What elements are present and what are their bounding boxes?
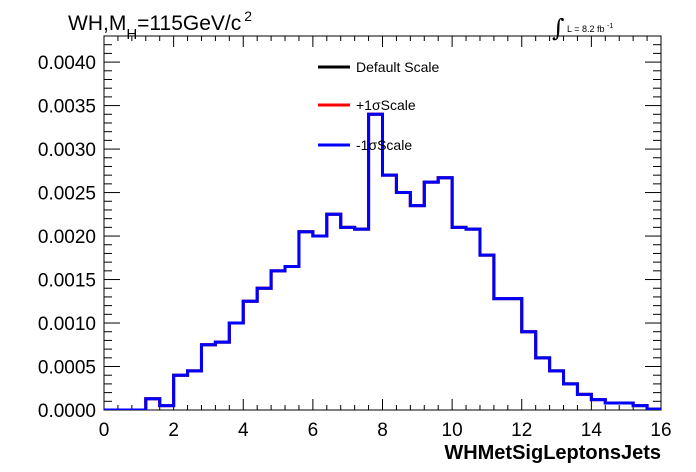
x-tick-label: 0	[99, 420, 110, 441]
luminosity-unit-superscript: -1	[607, 23, 614, 30]
plot-title: WH,MH=115GeV/c 2	[68, 8, 252, 43]
y-tick-label: 0.0000	[38, 401, 96, 422]
x-tick-label: 16	[650, 420, 671, 441]
title-subscript: H	[126, 26, 138, 43]
legend-label: +1σScale	[356, 97, 416, 113]
y-tick-label: 0.0020	[38, 227, 96, 248]
legend-label: Default Scale	[356, 59, 439, 75]
y-tick-label: 0.0025	[38, 184, 96, 205]
y-tick-label: 0.0030	[38, 140, 96, 161]
y-tick-label: 0.0035	[38, 97, 96, 118]
x-tick-label: 10	[442, 420, 463, 441]
y-tick-label: 0.0010	[38, 314, 96, 335]
x-tick-label: 8	[377, 420, 388, 441]
title-base: WH,M	[68, 12, 127, 35]
y-tick-label: 0.0015	[38, 271, 96, 292]
histogram-series--1-scale	[104, 112, 661, 410]
x-axis-title: WHMetSigLeptonsJets	[444, 442, 661, 464]
y-tick-label: 0.0040	[38, 53, 96, 74]
plot-frame	[103, 35, 662, 411]
title-rest: =115GeV/c	[137, 12, 242, 35]
legend-label: -1σScale	[356, 137, 412, 153]
title-superscript: 2	[244, 8, 253, 24]
x-tick-label: 2	[168, 420, 179, 441]
x-tick-label: 12	[511, 420, 532, 441]
x-tick-label: 14	[581, 420, 603, 441]
y-tick-label: 0.0005	[38, 358, 96, 379]
x-tick-label: 6	[308, 420, 319, 441]
luminosity-text: L = 8.2 fb	[567, 24, 605, 34]
luminosity-label: ∫ L = 8.2 fb -1	[552, 10, 614, 42]
x-tick-label: 4	[238, 420, 249, 441]
integral-symbol: ∫	[552, 14, 565, 42]
